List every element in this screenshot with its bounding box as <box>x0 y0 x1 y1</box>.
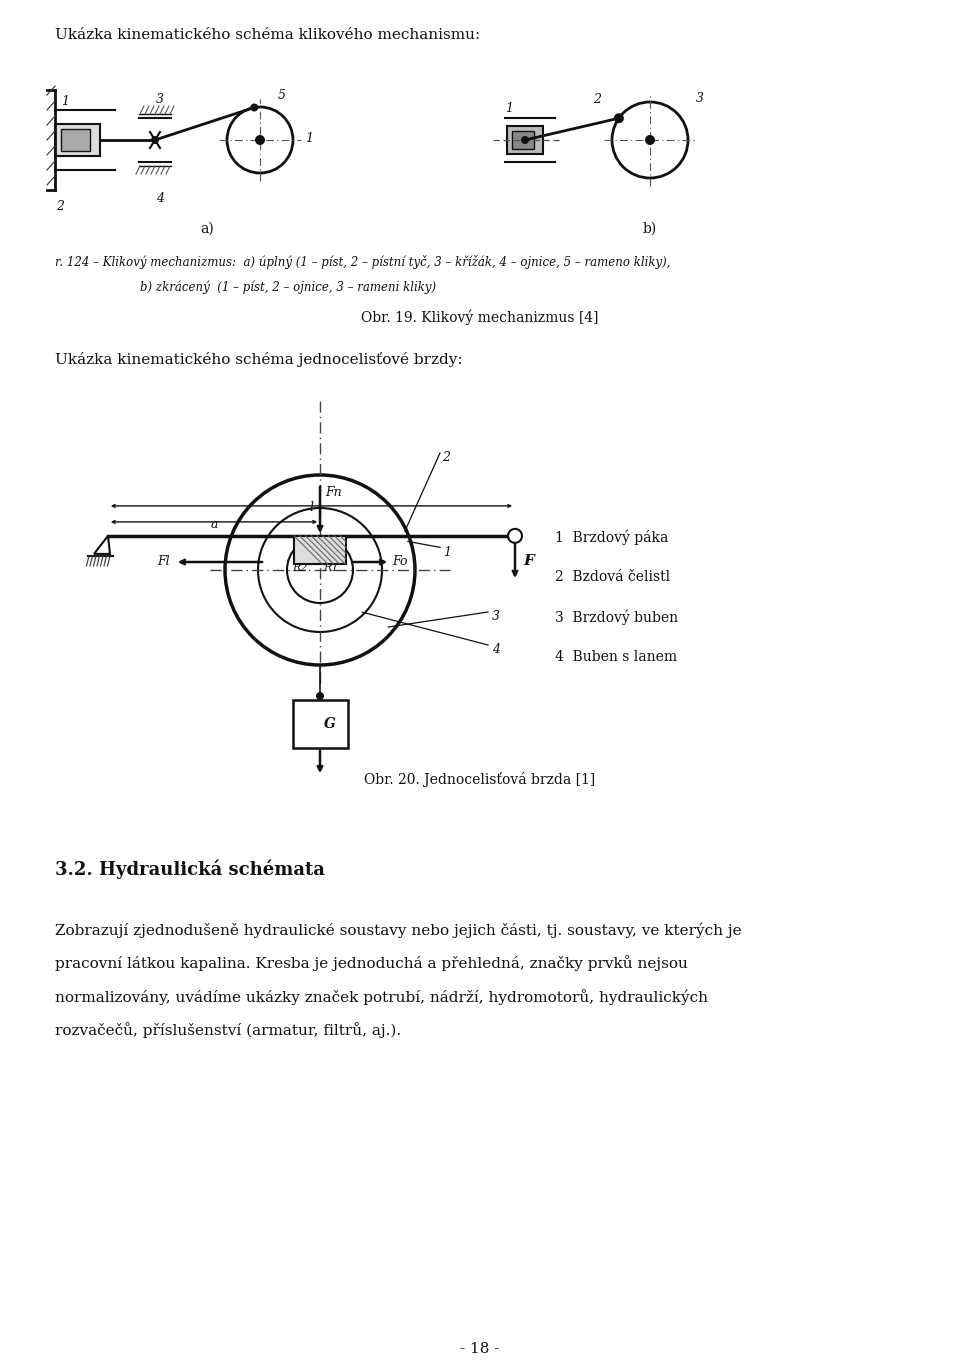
Text: 3  Brzdový buben: 3 Brzdový buben <box>555 610 678 625</box>
Text: pracovní látkou kapalina. Kresba je jednoduchá a přehledná, značky prvků nejsou: pracovní látkou kapalina. Kresba je jedn… <box>55 956 688 972</box>
Text: G: G <box>324 717 336 731</box>
Text: 5: 5 <box>278 89 286 101</box>
Text: - 18 -: - 18 - <box>460 1342 500 1356</box>
Text: rozvačečů, příslušenství (armatur, filtrů, aj.).: rozvačečů, příslušenství (armatur, filtr… <box>55 1023 401 1038</box>
Text: 3: 3 <box>492 610 500 622</box>
Text: 1: 1 <box>61 95 69 108</box>
Circle shape <box>645 134 655 145</box>
Text: a: a <box>210 518 218 531</box>
Text: 2: 2 <box>593 93 601 106</box>
Bar <box>293 701 348 749</box>
Text: Zobrazují zjednodušeně hydraulické soustavy nebo jejich části, tj. soustavy, ve : Zobrazují zjednodušeně hydraulické soust… <box>55 923 742 938</box>
Text: 1: 1 <box>443 546 451 559</box>
Text: Ukázka kinematického schéma jednocelisťové brzdy:: Ukázka kinematického schéma jednocelisťo… <box>55 352 463 367</box>
Circle shape <box>509 531 521 542</box>
Circle shape <box>251 103 258 111</box>
Bar <box>294 536 346 563</box>
Text: R2: R2 <box>293 563 308 573</box>
Text: 4: 4 <box>492 643 500 655</box>
Text: 3: 3 <box>696 92 704 106</box>
Text: 2  Bzdová čelistl: 2 Bzdová čelistl <box>555 570 670 584</box>
Text: Fo: Fo <box>392 555 407 568</box>
Text: F: F <box>523 554 534 568</box>
Bar <box>55 123 100 156</box>
Text: r. 124 – Klikový mechanizmus:  a) úplný (1 – píst, 2 – pístní tyč, 3 – křížák, 4: r. 124 – Klikový mechanizmus: a) úplný (… <box>55 255 670 269</box>
Text: Fn: Fn <box>325 485 342 499</box>
Text: Fl: Fl <box>157 555 170 568</box>
Text: l: l <box>309 500 314 514</box>
Text: a): a) <box>201 222 214 236</box>
Bar <box>507 126 543 154</box>
Circle shape <box>255 134 265 145</box>
Text: 3: 3 <box>156 93 164 106</box>
Text: R1: R1 <box>323 563 339 573</box>
Circle shape <box>151 136 159 144</box>
Bar <box>61 129 90 151</box>
Text: 1: 1 <box>305 132 313 145</box>
Text: Obr. 20. Jednocelisťová brzda [1]: Obr. 20. Jednocelisťová brzda [1] <box>365 772 595 787</box>
Text: 2: 2 <box>442 451 450 463</box>
Text: b): b) <box>643 222 658 236</box>
Circle shape <box>613 114 624 123</box>
Text: b) zkrácený  (1 – píst, 2 – ojnice, 3 – rameni kliky): b) zkrácený (1 – píst, 2 – ojnice, 3 – r… <box>140 280 436 293</box>
Text: 4  Buben s lanem: 4 Buben s lanem <box>555 650 677 664</box>
Text: 4: 4 <box>156 192 164 206</box>
Text: Ukázka kinematického schéma klikového mechanismu:: Ukázka kinematického schéma klikového me… <box>55 27 480 43</box>
Circle shape <box>521 136 529 144</box>
Text: 3.2. Hydraulická schémata: 3.2. Hydraulická schémata <box>55 860 324 880</box>
Circle shape <box>316 692 324 701</box>
Text: 2: 2 <box>56 200 64 213</box>
Text: normalizovány, uvádíme ukázky značek potrubí, nádrží, hydromotorů, hydraulických: normalizovány, uvádíme ukázky značek pot… <box>55 988 708 1005</box>
Text: 1: 1 <box>505 101 513 115</box>
Text: Obr. 19. Klikový mechanizmus [4]: Obr. 19. Klikový mechanizmus [4] <box>361 310 599 325</box>
Bar <box>512 132 534 149</box>
Text: 1  Brzdový páka: 1 Brzdový páka <box>555 531 668 546</box>
